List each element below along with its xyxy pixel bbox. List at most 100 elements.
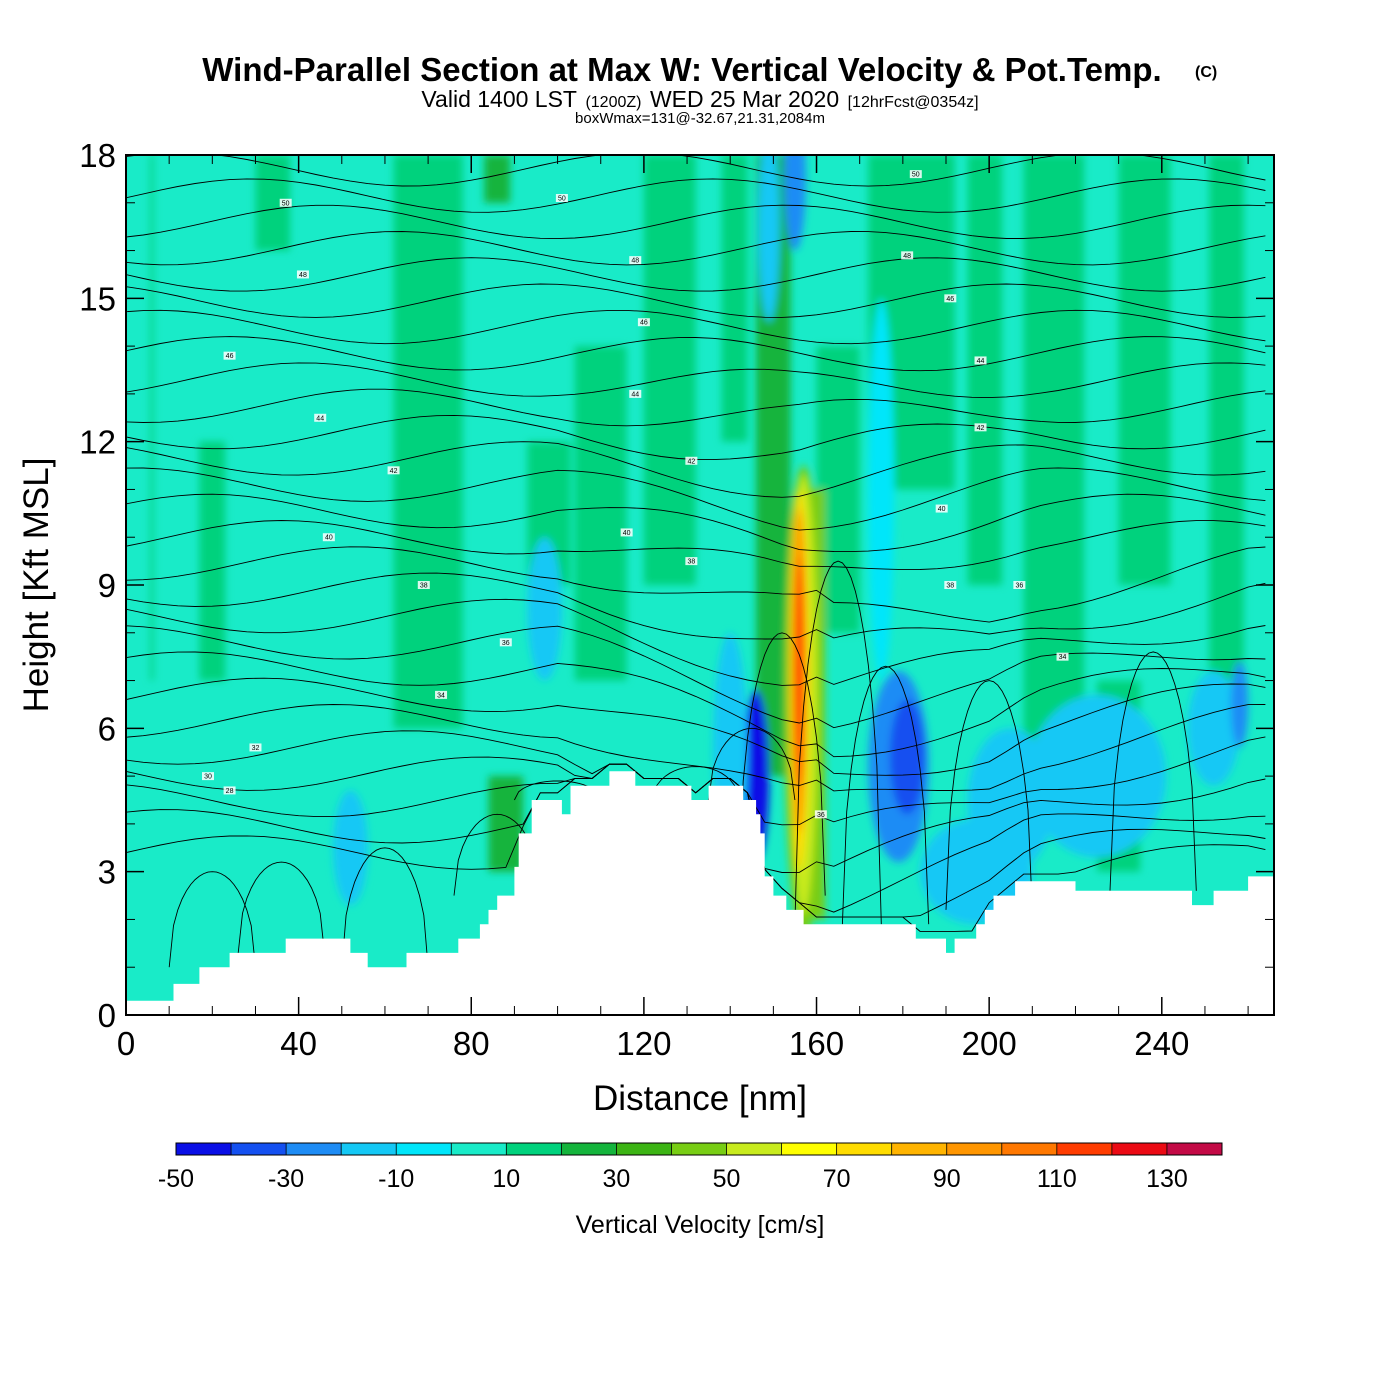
y-tick-label: 9	[98, 567, 116, 604]
contour-label: 50	[279, 198, 292, 207]
x-tick-label: 0	[117, 1025, 135, 1062]
updraft-region	[1209, 155, 1244, 681]
colorbar-swatch	[891, 1143, 948, 1155]
contour-label-text: 40	[938, 506, 946, 513]
contour-label-box	[685, 557, 698, 566]
contour-label-box	[944, 581, 957, 589]
theta-contour-line	[126, 467, 1266, 531]
colorbar-swatch	[231, 1143, 287, 1155]
contour-label: 30	[202, 772, 214, 781]
copyright-mark: (C)	[1195, 64, 1217, 81]
downdraft-region	[1230, 661, 1249, 748]
x-tick-label: 40	[280, 1025, 317, 1062]
contour-label-box	[620, 528, 633, 537]
theta-contour-line	[126, 546, 1266, 623]
contour-label-text: 44	[977, 358, 985, 365]
theta-contour-line	[341, 847, 429, 968]
contour-label-text: 42	[977, 425, 985, 432]
contour-label-box	[417, 581, 430, 589]
colorbar-swatch	[1111, 1143, 1168, 1155]
theta-contour-line	[708, 727, 796, 801]
theta-contour-line	[126, 651, 1266, 758]
contour-label: 34	[1056, 652, 1069, 661]
x-tick-label: 160	[789, 1025, 844, 1062]
contour-label-text: 38	[687, 559, 695, 566]
updraft-core	[794, 556, 804, 786]
contour-label-text: 36	[1015, 583, 1023, 590]
contour-label: 46	[637, 318, 650, 327]
x-axis-label: Distance [nm]	[593, 1079, 807, 1118]
y-tick-label: 15	[79, 280, 116, 317]
colorbar-swatch	[616, 1143, 672, 1155]
x-tick-label: 120	[616, 1025, 671, 1062]
colorbar-swatch	[451, 1143, 507, 1155]
contour-label: 40	[935, 504, 948, 513]
colorbar-tick-label: 30	[603, 1165, 631, 1193]
contour-label-box	[935, 504, 948, 513]
y-tick-label: 18	[79, 137, 116, 174]
contour-label-box	[555, 194, 568, 202]
theta-contour-line	[794, 560, 882, 925]
contour-label-text: 34	[1059, 654, 1067, 661]
terrain-mask	[126, 771, 1274, 1015]
contour-label-text: 44	[316, 415, 324, 422]
vertical-velocity-field	[150, 155, 1249, 944]
updraft-region	[150, 155, 154, 681]
contour-label: 38	[417, 581, 430, 590]
contour-label-text: 30	[204, 774, 212, 781]
colorbar-frame	[175, 1142, 1223, 1156]
theta-contour-line	[126, 598, 1266, 686]
contour-label-box	[322, 533, 335, 542]
contour-label-box	[637, 318, 650, 327]
theta-contour-line	[1109, 651, 1197, 891]
theta-contour-line	[126, 677, 1266, 776]
contour-label-text: 50	[282, 200, 290, 207]
theta-contour-line	[652, 766, 740, 801]
contour-label-text: 38	[420, 583, 428, 590]
downdraft-region	[1187, 671, 1240, 786]
contour-label: 36	[499, 638, 512, 647]
contour-label-box	[223, 351, 236, 360]
colorbar-swatch	[671, 1143, 728, 1155]
theta-contour-line	[126, 520, 1266, 571]
contour-label-text: 48	[631, 258, 639, 265]
updraft-region	[967, 155, 1003, 585]
colorbar-tick-label: 50	[713, 1165, 741, 1193]
valid-time-subtitle: Valid 1400 LST (1200Z) WED 25 Mar 2020 […	[421, 86, 978, 112]
colorbar-tick-label: 90	[933, 1165, 961, 1193]
contour-label: 48	[901, 251, 914, 260]
contour-label-box	[1056, 652, 1069, 661]
theta-contour-line	[738, 632, 826, 896]
contour-label: 48	[296, 270, 309, 279]
updraft-region	[393, 155, 463, 729]
updraft-region	[721, 155, 748, 442]
updraft-region	[199, 441, 226, 681]
theta-contour-line	[126, 704, 1266, 792]
theta-contour-line	[126, 336, 1266, 372]
y-tick-label: 12	[79, 424, 116, 461]
contour-label-box	[249, 743, 262, 752]
updraft-region	[484, 155, 511, 203]
colorbar-tick-label: -10	[378, 1165, 414, 1193]
theta-contour-line	[126, 572, 1266, 640]
contour-label-box	[387, 466, 400, 475]
downdraft-region	[889, 699, 925, 815]
colorbar-swatch	[396, 1143, 452, 1155]
updraft-region	[574, 346, 627, 681]
contour-label-text: 44	[631, 391, 639, 398]
contour-label-text: 32	[252, 745, 260, 752]
contour-label: 40	[620, 528, 633, 537]
theta-contour-line	[126, 155, 1266, 187]
contour-label-box	[974, 423, 987, 432]
contour-label-box	[314, 413, 327, 422]
colorbar-swatch	[341, 1143, 397, 1155]
contour-label-text: 42	[687, 458, 695, 465]
colorbar-tick-label: -50	[158, 1165, 194, 1193]
contour-label-text: 50	[912, 172, 920, 179]
x-tick-label: 240	[1134, 1025, 1189, 1062]
contour-label: 42	[974, 423, 987, 432]
contour-label-text: 28	[226, 788, 234, 795]
contour-label-text: 36	[817, 812, 825, 819]
